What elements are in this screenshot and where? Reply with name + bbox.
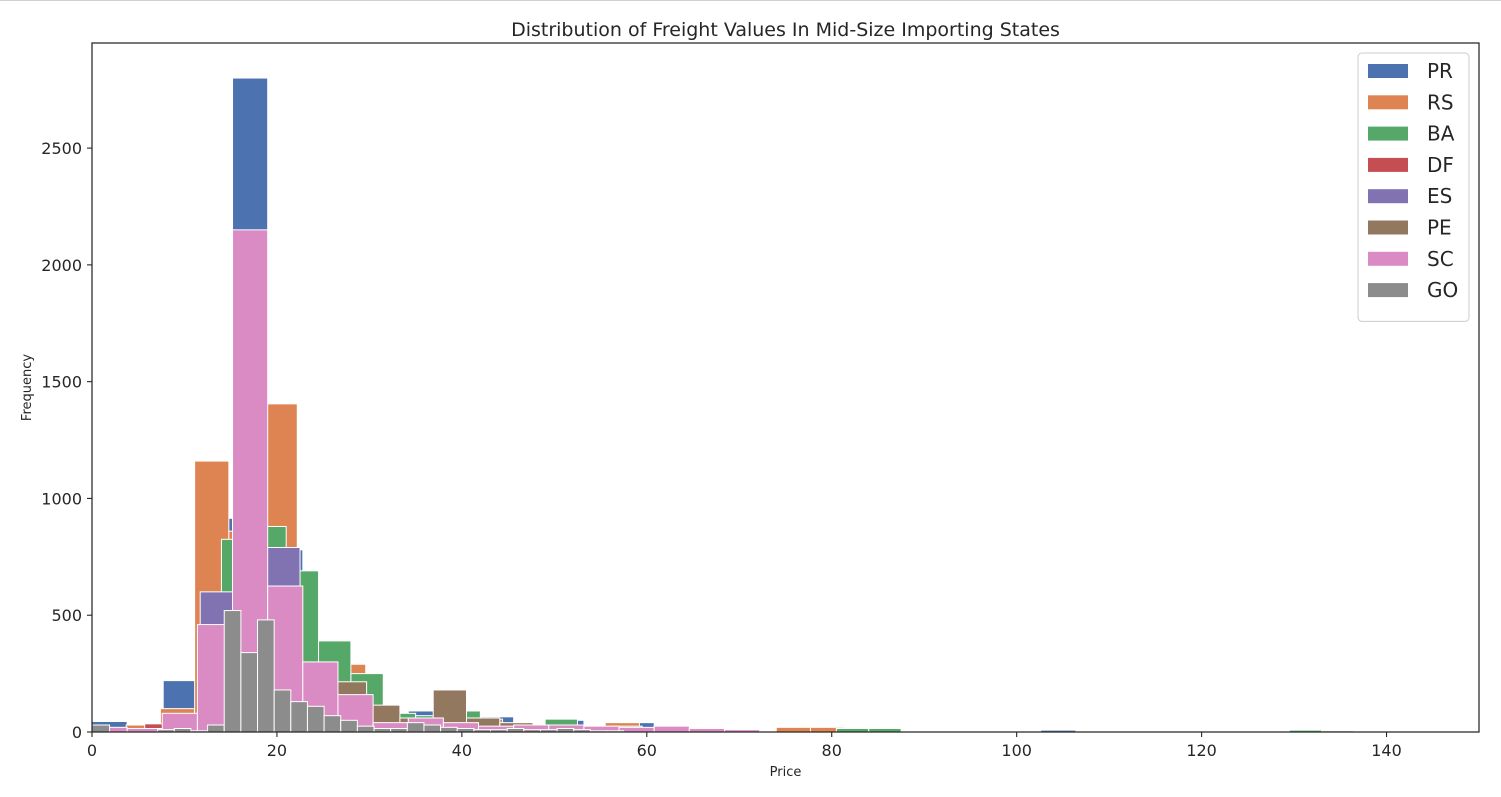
legend-swatch-go bbox=[1368, 283, 1408, 298]
legend-swatch-es bbox=[1368, 189, 1408, 204]
bar-go-6 bbox=[240, 652, 259, 733]
legend-label-df: DF bbox=[1427, 153, 1454, 177]
legend-label-rs: RS bbox=[1427, 90, 1454, 114]
y-tick-label: 1000 bbox=[41, 489, 82, 508]
legend-swatch-pr bbox=[1368, 64, 1408, 78]
y-tick-label: 0 bbox=[72, 723, 82, 742]
chart-title: Distribution of Freight Values In Mid-Si… bbox=[511, 19, 1060, 41]
bar-go-13 bbox=[356, 725, 375, 733]
legend-swatch-ba bbox=[1368, 126, 1408, 141]
bar-go-9 bbox=[290, 701, 308, 733]
plot-frame bbox=[91, 42, 1480, 733]
bar-go-0 bbox=[91, 724, 111, 733]
bar-go-8 bbox=[273, 689, 292, 733]
x-tick-label: 60 bbox=[637, 741, 657, 760]
bar-rs-10 bbox=[775, 726, 811, 733]
legend-label-sc: SC bbox=[1427, 247, 1454, 271]
series-sc bbox=[91, 229, 761, 733]
bar-go-11 bbox=[323, 715, 342, 733]
bar-sc-16 bbox=[653, 725, 690, 733]
x-tick-label: 80 bbox=[822, 741, 842, 760]
bar-go-16 bbox=[406, 722, 425, 733]
y-tick-label: 2500 bbox=[41, 139, 82, 158]
legend-label-pr: PR bbox=[1427, 59, 1453, 83]
x-tick-label: 20 bbox=[267, 741, 287, 760]
x-tick-label: 140 bbox=[1371, 741, 1402, 760]
bar-go-18 bbox=[440, 726, 458, 733]
legend-label-es: ES bbox=[1427, 184, 1452, 208]
legend-swatch-sc bbox=[1368, 251, 1408, 266]
series-go bbox=[91, 610, 625, 733]
legend: PR RS BA DF ES PE SC GO bbox=[1357, 52, 1470, 322]
x-tick-label: 100 bbox=[1001, 741, 1032, 760]
legend-swatch-df bbox=[1368, 157, 1408, 172]
bar-go-12 bbox=[340, 719, 358, 733]
top-border bbox=[0, 0, 1501, 1]
bar-sc-15 bbox=[618, 726, 655, 733]
series-ba bbox=[220, 525, 1355, 733]
x-tick-label: 0 bbox=[87, 741, 97, 760]
ticks-layer: 0 20 40 60 80 100 120 140 0 500 1000 1500 2000 2500 bbox=[41, 139, 1402, 760]
y-axis-label: Frequency bbox=[20, 354, 35, 421]
legend-label-go: GO bbox=[1427, 278, 1458, 302]
bar-go-10 bbox=[306, 705, 325, 733]
bar-go-7 bbox=[257, 619, 275, 733]
legend-label-pe: PE bbox=[1427, 216, 1452, 240]
x-tick-label: 120 bbox=[1186, 741, 1217, 760]
y-tick-label: 500 bbox=[51, 606, 82, 625]
legend-swatch-rs bbox=[1368, 95, 1408, 110]
bar-go-5 bbox=[223, 610, 242, 733]
bar-go-17 bbox=[423, 724, 442, 733]
x-axis-label: Price bbox=[770, 765, 802, 780]
y-tick-label: 1500 bbox=[41, 373, 82, 392]
bar-go-4 bbox=[207, 724, 225, 733]
y-tick-label: 2000 bbox=[41, 256, 82, 275]
bars-layer bbox=[91, 77, 1355, 733]
legend-label-ba: BA bbox=[1427, 122, 1455, 146]
legend-swatch-pe bbox=[1368, 220, 1408, 235]
x-tick-label: 40 bbox=[452, 741, 472, 760]
